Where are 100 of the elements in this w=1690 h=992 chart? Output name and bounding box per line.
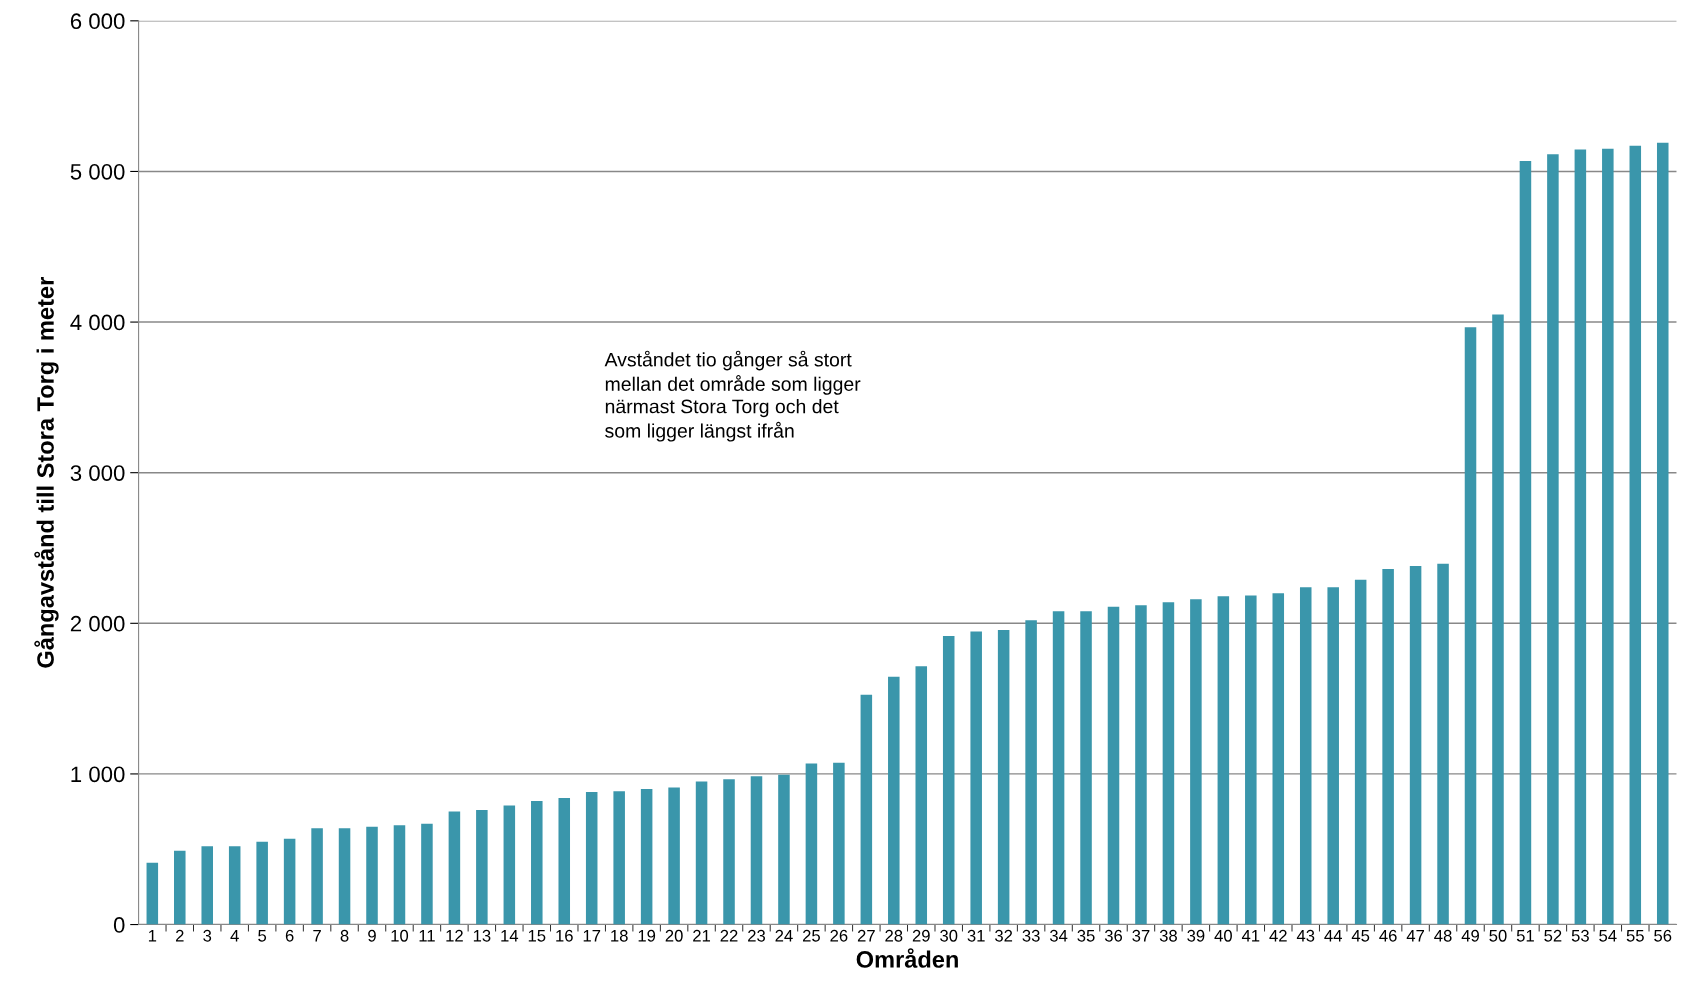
x-tick-label: 30 bbox=[940, 929, 958, 942]
x-tick-label: 4 bbox=[230, 930, 239, 942]
bar bbox=[1464, 327, 1477, 925]
bar bbox=[1080, 611, 1092, 925]
y-tick-label: 6 000 bbox=[70, 13, 125, 30]
bar bbox=[1547, 154, 1559, 925]
bar bbox=[970, 631, 982, 925]
y-tick-label: 2 000 bbox=[70, 615, 125, 632]
bar bbox=[228, 846, 241, 925]
bar bbox=[146, 862, 159, 925]
bar bbox=[1245, 595, 1257, 925]
y-tick-label: 0 bbox=[113, 917, 125, 933]
bar bbox=[1492, 314, 1504, 925]
x-tick-label: 52 bbox=[1544, 929, 1562, 942]
x-tick-label: 35 bbox=[1077, 929, 1095, 942]
x-tick-label: 39 bbox=[1187, 929, 1205, 942]
x-tick-label: 15 bbox=[528, 930, 546, 942]
bar bbox=[531, 801, 543, 925]
annotation: Avståndet tio gånger så stort mellan det område som ligger närmast Stora Torg och det som ligger längst ifrån bbox=[604, 350, 861, 442]
bar bbox=[311, 828, 323, 925]
x-tick-label: 48 bbox=[1434, 929, 1452, 942]
x-tick-label: 13 bbox=[473, 929, 491, 942]
bar bbox=[1190, 599, 1202, 925]
bar bbox=[201, 846, 213, 925]
bar bbox=[915, 666, 928, 925]
bar bbox=[256, 841, 268, 925]
bar bbox=[1629, 145, 1642, 925]
y-tick-label: 1 000 bbox=[71, 766, 125, 783]
x-tick-label: 34 bbox=[1049, 929, 1068, 942]
bar bbox=[448, 811, 461, 925]
x-tick-label: 43 bbox=[1296, 929, 1315, 942]
bar bbox=[888, 676, 900, 925]
x-axis-title: Områden bbox=[856, 948, 958, 968]
bar bbox=[1052, 611, 1065, 925]
bar bbox=[805, 763, 818, 925]
x-tick-label: 55 bbox=[1626, 930, 1644, 942]
bar bbox=[668, 787, 680, 925]
x-tick-label: 45 bbox=[1351, 930, 1370, 942]
x-tick-label: 50 bbox=[1489, 929, 1507, 942]
bar bbox=[1437, 563, 1449, 925]
x-tick-label: 51 bbox=[1516, 930, 1534, 942]
y-axis-title: Gångavstånd till Stora Torg i meter bbox=[34, 277, 59, 668]
x-tick-label: 21 bbox=[693, 929, 711, 942]
x-tick-label: 8 bbox=[340, 929, 349, 942]
x-tick-label: 54 bbox=[1599, 930, 1617, 942]
bar bbox=[558, 798, 571, 925]
x-tick-label: 46 bbox=[1379, 929, 1397, 942]
x-tick-label: 20 bbox=[665, 929, 683, 942]
x-tick-label: 38 bbox=[1159, 929, 1177, 942]
y-tick-label: 5 000 bbox=[70, 163, 125, 180]
bar bbox=[283, 838, 296, 925]
x-tick-label: 40 bbox=[1214, 929, 1232, 942]
x-tick-label: 2 bbox=[175, 929, 184, 942]
x-tick-label: 28 bbox=[885, 929, 903, 942]
bar bbox=[750, 776, 763, 925]
bar bbox=[421, 823, 433, 925]
x-tick-label: 17 bbox=[583, 930, 601, 942]
bar bbox=[1272, 593, 1285, 925]
bar bbox=[997, 630, 1010, 925]
bar bbox=[1217, 596, 1230, 925]
x-tick-label: 19 bbox=[638, 929, 656, 942]
x-tick-label: 11 bbox=[419, 930, 435, 942]
x-tick-label: 53 bbox=[1571, 929, 1589, 942]
x-tick-label: 26 bbox=[830, 929, 848, 942]
x-tick-label: 47 bbox=[1406, 930, 1425, 942]
bar bbox=[503, 805, 516, 925]
x-tick-label: 33 bbox=[1022, 929, 1040, 942]
x-tick-label: 16 bbox=[556, 929, 573, 942]
x-tick-label: 27 bbox=[857, 929, 875, 942]
bar bbox=[174, 850, 186, 925]
bar bbox=[393, 825, 406, 925]
x-tick-label: 9 bbox=[368, 929, 376, 942]
bar bbox=[723, 779, 735, 925]
bar bbox=[860, 694, 873, 925]
x-tick-label: 31 bbox=[967, 929, 985, 942]
x-tick-label: 44 bbox=[1324, 930, 1342, 942]
bar bbox=[366, 826, 378, 925]
bar bbox=[476, 810, 488, 925]
x-tick-label: 10 bbox=[391, 929, 409, 942]
bar bbox=[1354, 579, 1367, 925]
bar bbox=[1602, 148, 1614, 925]
bar bbox=[613, 791, 625, 925]
bar bbox=[778, 774, 790, 925]
x-tick-label: 23 bbox=[748, 929, 766, 942]
bar bbox=[1107, 606, 1120, 925]
bar bbox=[1574, 149, 1587, 925]
y-tick-label: 3 000 bbox=[70, 465, 125, 481]
bar bbox=[1327, 587, 1339, 925]
bar bbox=[942, 636, 955, 925]
x-tick-label: 5 bbox=[258, 930, 267, 942]
x-tick-label: 29 bbox=[912, 929, 930, 942]
x-tick-label: 7 bbox=[313, 930, 321, 942]
x-tick-label: 3 bbox=[203, 929, 212, 942]
x-tick-label: 24 bbox=[775, 929, 793, 942]
x-tick-label: 42 bbox=[1269, 929, 1287, 942]
bar bbox=[1409, 566, 1422, 925]
bar bbox=[1656, 142, 1669, 925]
x-tick-label: 12 bbox=[446, 929, 463, 942]
bar bbox=[695, 781, 708, 925]
y-tick-label: 4 000 bbox=[70, 314, 125, 331]
